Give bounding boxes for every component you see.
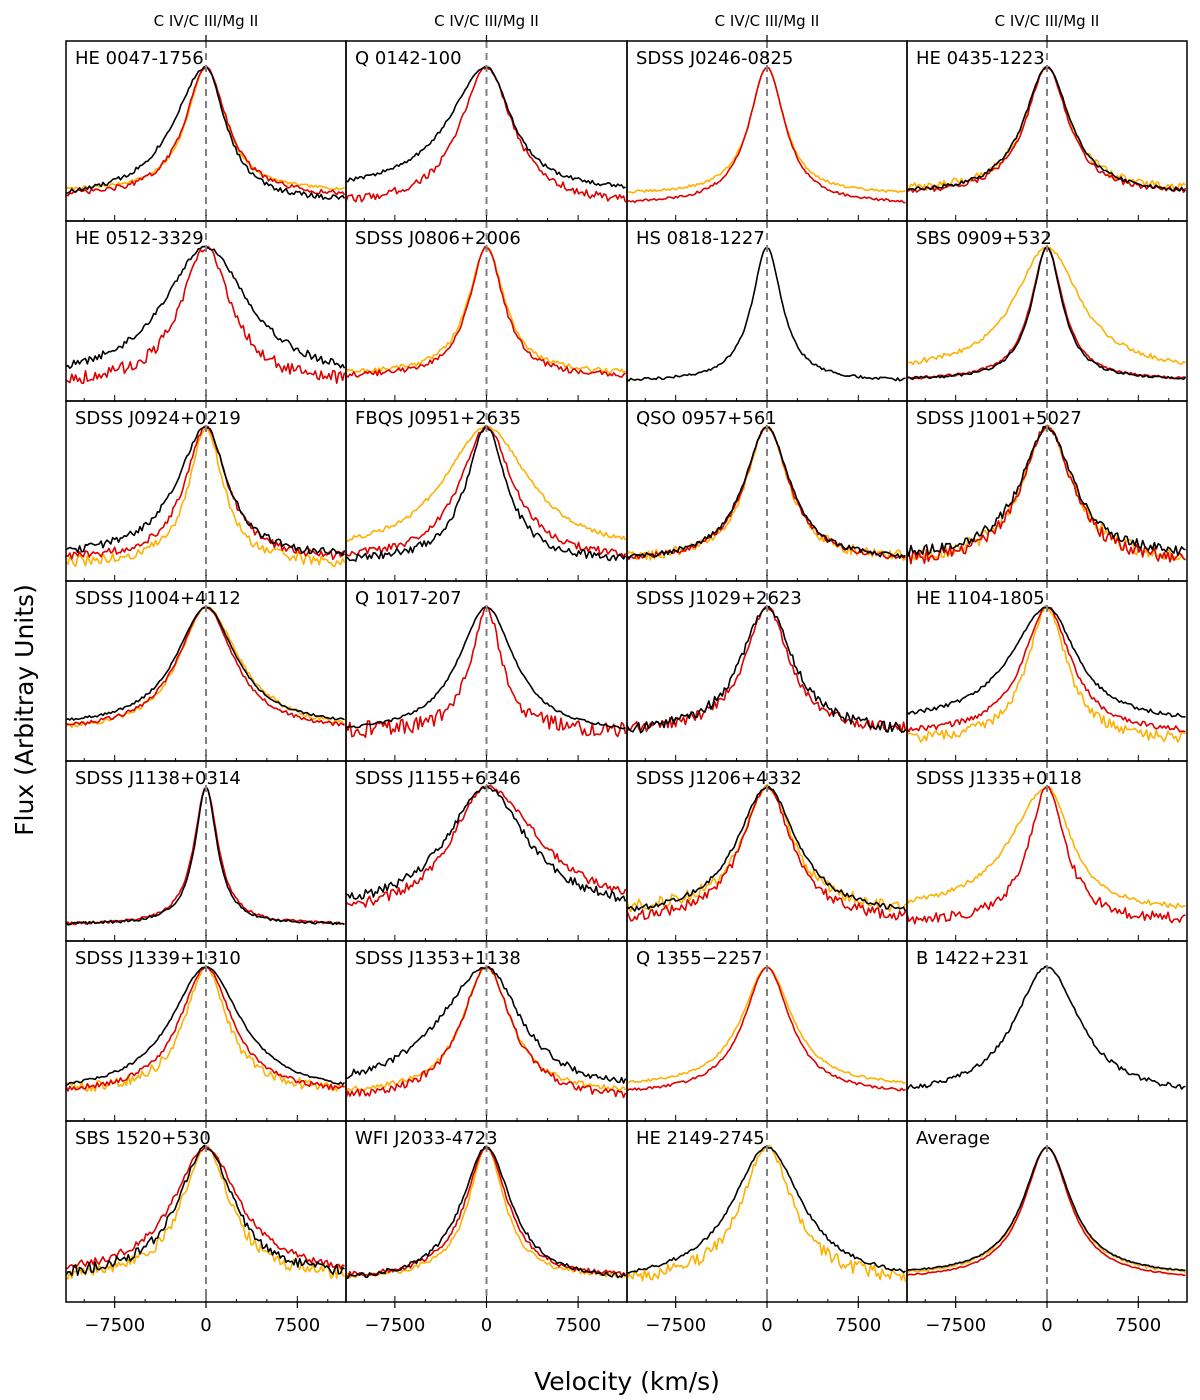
panel-14: SDSS J1029+2623 (626, 580, 908, 762)
panel-title: SDSS J1155+6346 (355, 768, 521, 789)
panel-title: Q 1355−2257 (636, 948, 763, 969)
panel-title: SDSS J0246-0825 (636, 48, 793, 69)
series-line-civ (65, 786, 345, 926)
panel-8: SDSS J0924+0219 (65, 400, 347, 582)
panel-title: HE 0435-1223 (916, 48, 1045, 69)
panel-title: HE 0512-3329 (75, 228, 204, 249)
x-axis-label: Velocity (km/s) (534, 1367, 720, 1396)
panel-title: HE 2149-2745 (636, 1128, 765, 1149)
x-tick-label: 7500 (1115, 1315, 1161, 1336)
panel-title: SDSS J0924+0219 (75, 408, 241, 429)
panel-title: SDSS J1353+1138 (355, 948, 521, 969)
panel-title: SDSS J1335+0118 (916, 768, 1082, 789)
x-tick-label: 0 (481, 1315, 492, 1336)
panel-16: SDSS J1138+0314 (65, 760, 347, 942)
panel-title: FBQS J0951+2635 (355, 408, 521, 429)
panel-5: SDSS J0806+2006 (345, 220, 628, 402)
panel-9: FBQS J0951+2635 (345, 400, 628, 582)
panel-0: HE 0047-1756 C IV/C III/Mg II (65, 12, 347, 222)
panel-13: Q 1017-207 (345, 580, 628, 762)
panel-19: SDSS J1335+0118 (906, 760, 1188, 942)
x-tick-label: 7500 (274, 1315, 320, 1336)
panel-4: HE 0512-3329 (65, 220, 347, 402)
x-tick-label: 0 (1041, 1315, 1052, 1336)
panel-title: QSO 0957+561 (636, 408, 777, 429)
panel-title: SDSS J1004+4112 (75, 588, 241, 609)
panel-title: SBS 1520+530 (75, 1128, 211, 1149)
series-line-civ (626, 247, 906, 382)
panel-title: HE 0047-1756 (75, 48, 204, 69)
panel-title: SDSS J1339+1310 (75, 948, 241, 969)
panel-24: SBS 1520+530 −7500 0 7500 (65, 1120, 347, 1336)
x-tick-label: −7500 (364, 1315, 425, 1336)
series-line-ciii (626, 66, 906, 204)
panel-title: Average (916, 1128, 990, 1149)
panel-title: SDSS J1001+5027 (916, 408, 1082, 429)
panel-27: Average −7500 0 7500 (906, 1120, 1188, 1336)
series-line-civ (345, 426, 627, 562)
panel-title: WFI J2033-4723 (355, 1128, 498, 1149)
panel-22: Q 1355−2257 (626, 940, 908, 1122)
x-tick-label: 0 (200, 1315, 211, 1336)
panel-title: HS 0818-1227 (636, 228, 765, 249)
panel-18: SDSS J1206+4332 (626, 760, 908, 942)
panel-title: SDSS J1206+4332 (636, 768, 802, 789)
column-top-label: C IV/C III/Mg II (434, 12, 539, 30)
x-tick-label: 7500 (835, 1315, 881, 1336)
column-top-label: C IV/C III/Mg II (715, 12, 820, 30)
x-tick-label: −7500 (84, 1315, 145, 1336)
panel-23: B 1422+231 (906, 940, 1188, 1122)
panel-2: SDSS J0246-0825 C IV/C III/Mg II (626, 12, 908, 222)
column-top-label: C IV/C III/Mg II (154, 12, 259, 30)
panel-15: HE 1104-1805 (906, 580, 1188, 762)
panel-1: Q 0142-100 C IV/C III/Mg II (345, 12, 628, 222)
panel-title: B 1422+231 (916, 948, 1029, 969)
panel-title: Q 1017-207 (355, 588, 462, 609)
x-tick-label: −7500 (645, 1315, 706, 1336)
column-top-label: C IV/C III/Mg II (995, 12, 1100, 30)
panel-title: SBS 0909+532 (916, 228, 1052, 249)
panel-20: SDSS J1339+1310 (65, 940, 347, 1122)
panel-title: SDSS J0806+2006 (355, 228, 521, 249)
panel-title: Q 0142-100 (355, 48, 462, 69)
panel-17: SDSS J1155+6346 (345, 760, 628, 942)
x-tick-label: −7500 (925, 1315, 986, 1336)
series-line-mgii (626, 426, 907, 562)
panel-6: HS 0818-1227 (626, 220, 908, 402)
panel-12: SDSS J1004+4112 (65, 580, 347, 762)
panel-title: SDSS J1138+0314 (75, 768, 241, 789)
panel-3: HE 0435-1223 C IV/C III/Mg II (906, 12, 1188, 222)
panel-25: WFI J2033-4723 −7500 0 7500 (345, 1120, 628, 1336)
panel-7: SBS 0909+532 (906, 220, 1188, 402)
series-line-ciii (65, 245, 346, 385)
panel-21: SDSS J1353+1138 (345, 940, 628, 1122)
panel-11: SDSS J1001+5027 (906, 400, 1188, 582)
series-line-ciii (65, 786, 345, 926)
x-tick-label: 7500 (555, 1315, 601, 1336)
y-axis-label: Flux (Arbitray Units) (10, 584, 39, 836)
panel-title: SDSS J1029+2623 (636, 588, 802, 609)
panel-title: HE 1104-1805 (916, 588, 1045, 609)
panel-10: QSO 0957+561 (626, 400, 908, 582)
series-line-ciii (345, 66, 627, 203)
x-tick-label: 0 (761, 1315, 772, 1336)
panel-26: HE 2149-2745 −7500 0 7500 (626, 1120, 908, 1336)
labels-layer: Flux (Arbitray Units) Velocity (km/s) (10, 584, 720, 1396)
panels-layer: HE 0047-1756 C IV/C III/Mg II Q 0142-100 C … (65, 12, 1188, 1336)
